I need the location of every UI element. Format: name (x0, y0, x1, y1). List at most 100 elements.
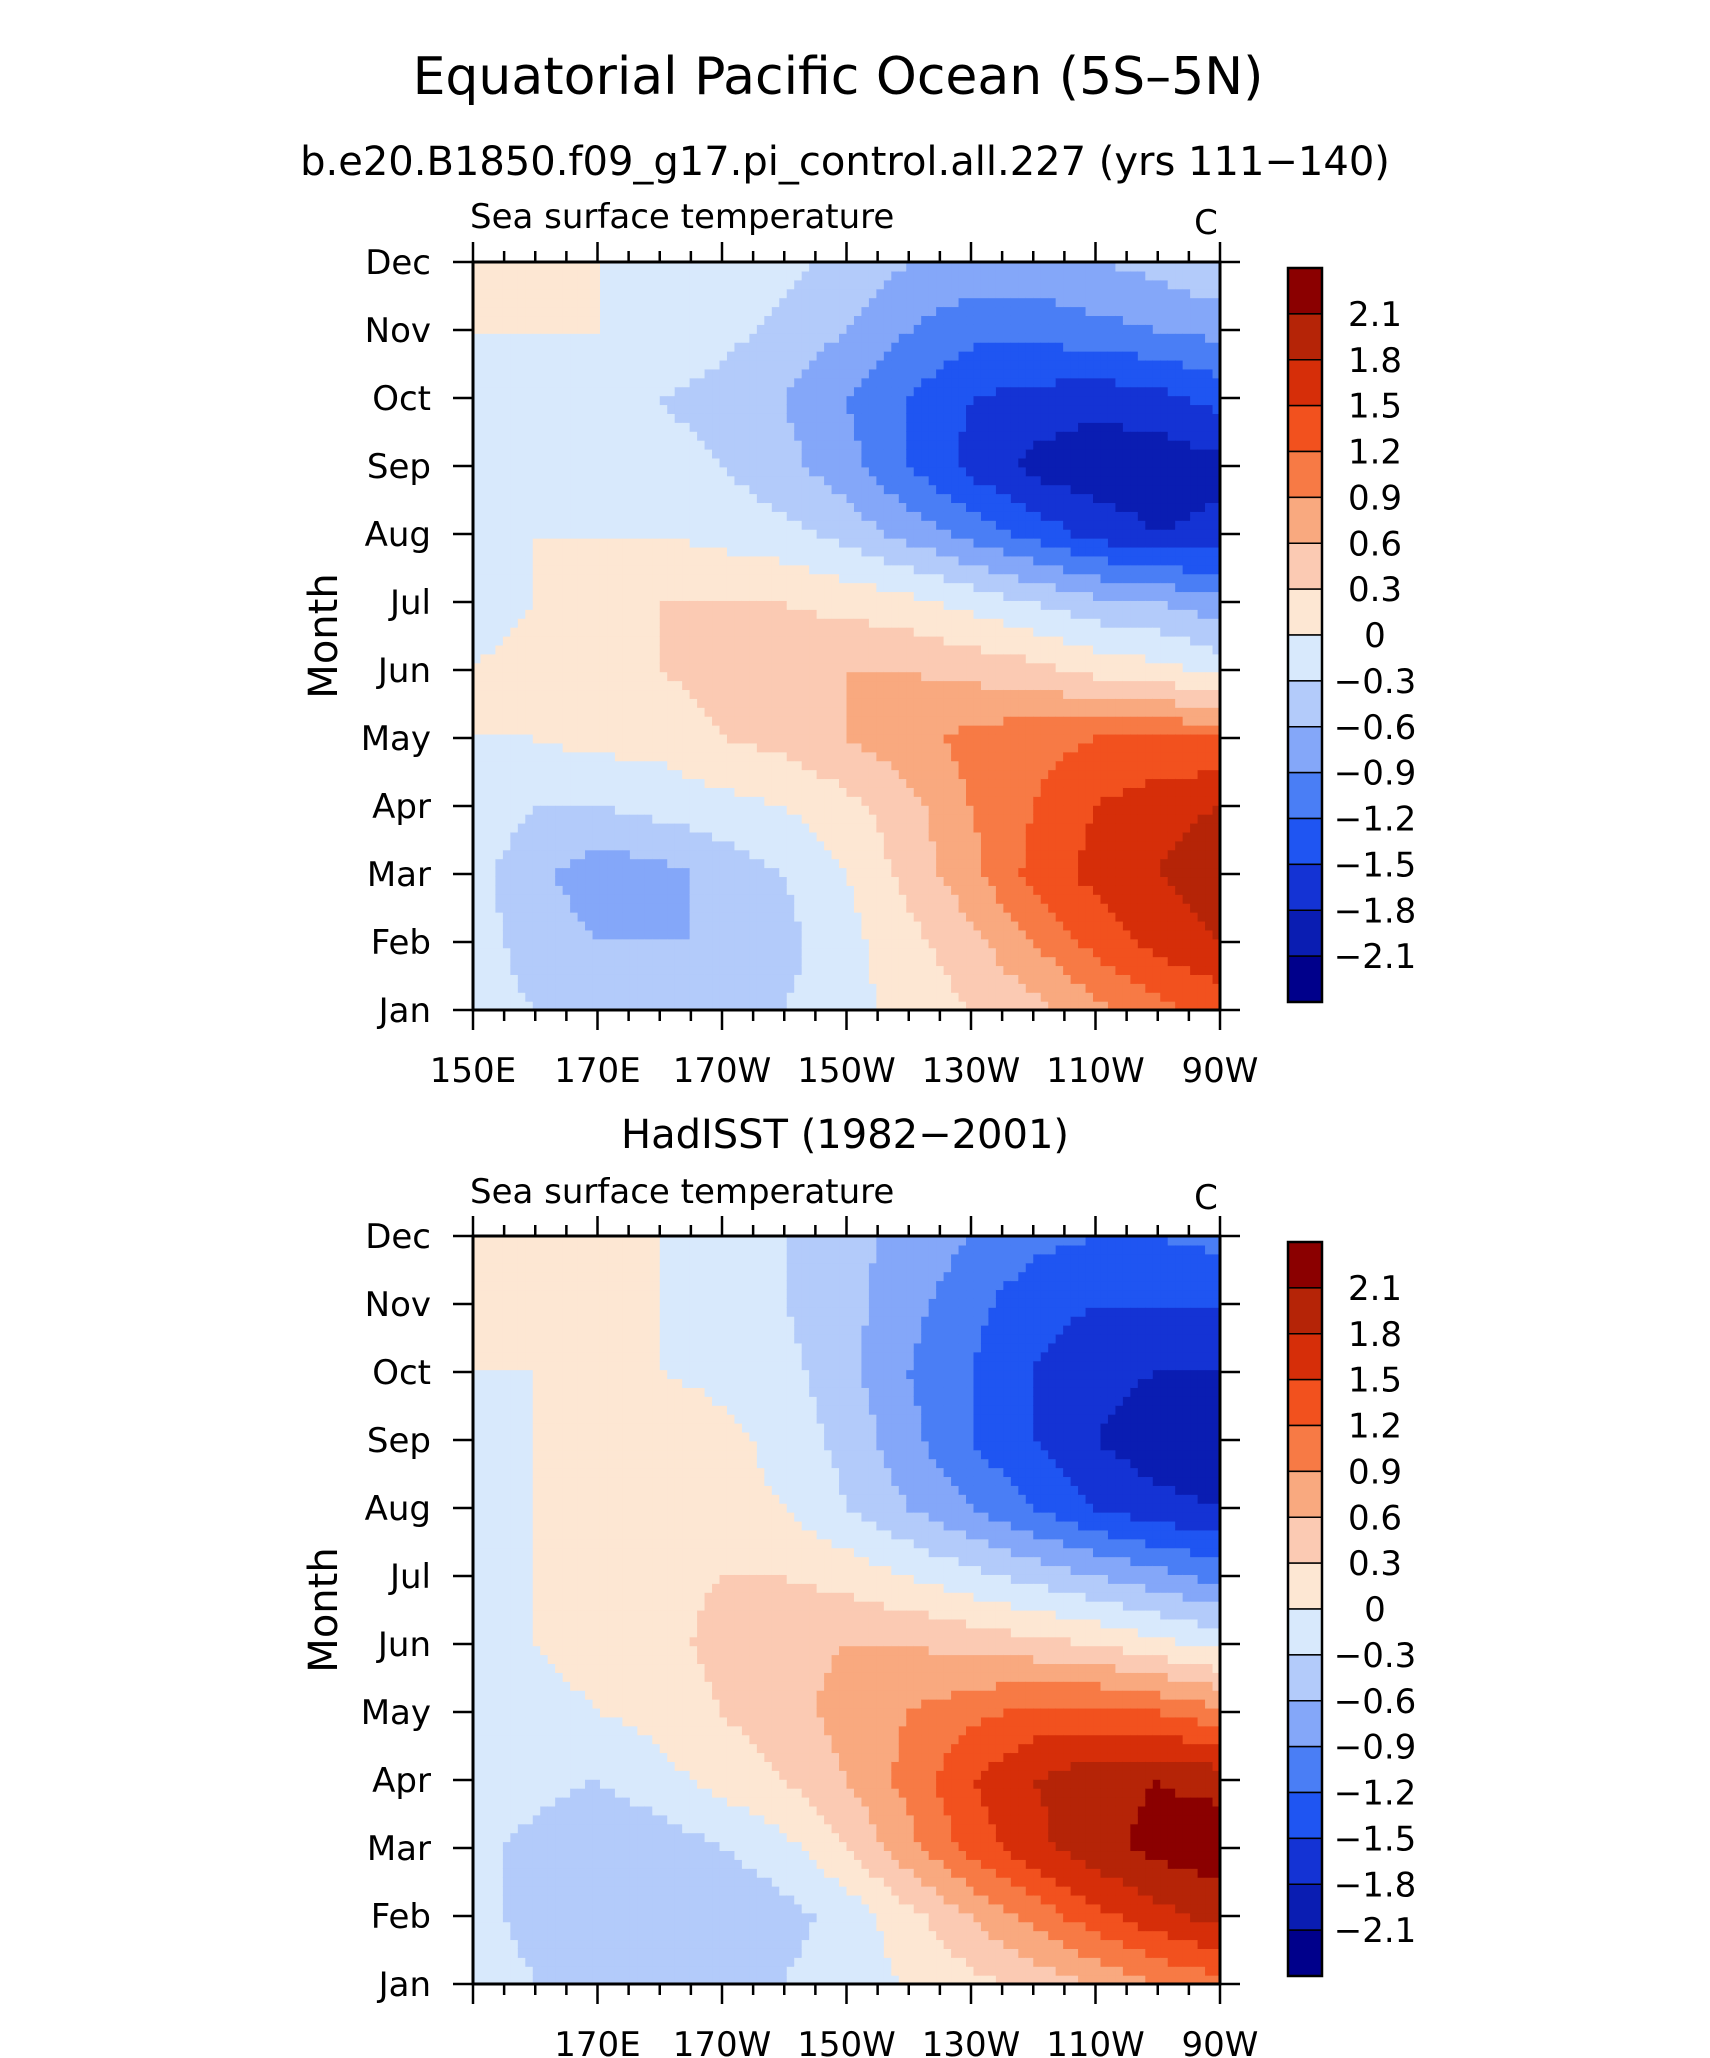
heatmap-cell (525, 698, 533, 708)
heatmap-cell (518, 556, 526, 566)
heatmap-cell (548, 556, 556, 566)
heatmap-cell (585, 271, 593, 281)
heatmap-cell (899, 636, 907, 646)
heatmap-cell (794, 645, 802, 655)
heatmap-cell (690, 778, 698, 788)
heatmap-cell (533, 832, 541, 842)
heatmap-cell (548, 494, 556, 504)
heatmap-cell (488, 467, 496, 477)
heatmap-cell (899, 600, 907, 610)
heatmap-cell (891, 992, 899, 1002)
heatmap-cell (630, 449, 638, 459)
heatmap-cell (503, 351, 511, 361)
heatmap-cell (645, 868, 653, 878)
heatmap-cell (832, 912, 840, 922)
heatmap-cell (578, 307, 586, 317)
heatmap-cell (742, 850, 750, 860)
heatmap-cell (847, 591, 855, 601)
heatmap-cell (652, 672, 660, 682)
heatmap-cell (622, 725, 630, 735)
heatmap-cell (615, 965, 623, 975)
heatmap-cell (578, 725, 586, 735)
heatmap-cell (697, 485, 705, 495)
heatmap-cell (533, 378, 541, 388)
heatmap-cell (824, 716, 832, 726)
heatmap-cell (861, 948, 869, 958)
heatmap-cell (802, 333, 810, 343)
heatmap-cell (802, 796, 810, 806)
heatmap-cell (555, 636, 563, 646)
heatmap-cell (824, 636, 832, 646)
heatmap-cell (779, 458, 787, 468)
heatmap-cell (817, 850, 825, 860)
heatmap-cell (757, 547, 765, 557)
heatmap-cell (839, 974, 847, 984)
heatmap-cell (525, 859, 533, 869)
heatmap-cell (593, 930, 601, 940)
heatmap-cell (705, 885, 713, 895)
heatmap-cell (593, 422, 601, 432)
heatmap-cell (787, 787, 795, 797)
heatmap-cell (794, 307, 802, 317)
heatmap-cell (742, 289, 750, 299)
heatmap-cell (660, 396, 668, 406)
heatmap-cell (480, 289, 488, 299)
heatmap-cell (757, 868, 765, 878)
heatmap-cell (832, 939, 840, 949)
heatmap-cell (645, 351, 653, 361)
heatmap-cell (832, 511, 840, 520)
heatmap-cell (570, 787, 578, 797)
heatmap-cell (734, 743, 742, 753)
heatmap-cell (884, 307, 892, 317)
heatmap-cell (876, 787, 884, 797)
heatmap-cell (899, 422, 907, 432)
heatmap-cell (906, 868, 914, 878)
heatmap-cell (809, 307, 817, 317)
heatmap-cell (876, 796, 884, 806)
heatmap-cell (593, 333, 601, 343)
heatmap-cell (854, 930, 862, 940)
heatmap-cell (480, 787, 488, 797)
heatmap-cell (824, 565, 832, 575)
heatmap-cell (869, 449, 877, 459)
heatmap-cell (832, 850, 840, 860)
heatmap-cell (555, 271, 563, 281)
heatmap-cell (869, 992, 877, 1002)
heatmap-cell (652, 298, 660, 308)
heatmap-cell (525, 289, 533, 299)
heatmap-cell (682, 333, 690, 343)
heatmap-cell (495, 333, 503, 343)
heatmap-cell (495, 787, 503, 797)
heatmap-cell (847, 957, 855, 967)
heatmap-cell (675, 805, 683, 815)
heatmap-cell (839, 333, 847, 343)
heatmap-cell (630, 298, 638, 308)
heatmap-cell (720, 787, 728, 797)
heatmap-cell (720, 645, 728, 655)
heatmap-cell (533, 770, 541, 780)
heatmap-cell (861, 529, 869, 539)
heatmap-cell (832, 404, 840, 414)
heatmap-cell (802, 360, 810, 370)
heatmap-cell (607, 645, 615, 655)
heatmap-cell (660, 378, 668, 388)
heatmap-cell (637, 814, 645, 824)
heatmap-cell (622, 618, 630, 628)
heatmap-cell (540, 823, 548, 833)
heatmap-cell (757, 921, 765, 931)
heatmap-cell (817, 725, 825, 735)
heatmap-cell (675, 663, 683, 673)
heatmap-cell (794, 707, 802, 717)
heatmap-cell (705, 511, 713, 520)
heatmap-cell (480, 832, 488, 842)
heatmap-cell (779, 600, 787, 610)
heatmap-cell (884, 948, 892, 958)
heatmap-cell (488, 850, 496, 860)
heatmap-cell (899, 565, 907, 575)
heatmap-cell (891, 333, 899, 343)
heatmap-cell (876, 672, 884, 682)
heatmap-cell (585, 957, 593, 967)
heatmap-cell (697, 761, 705, 771)
heatmap-cell (824, 547, 832, 557)
heatmap-cell (525, 583, 533, 593)
